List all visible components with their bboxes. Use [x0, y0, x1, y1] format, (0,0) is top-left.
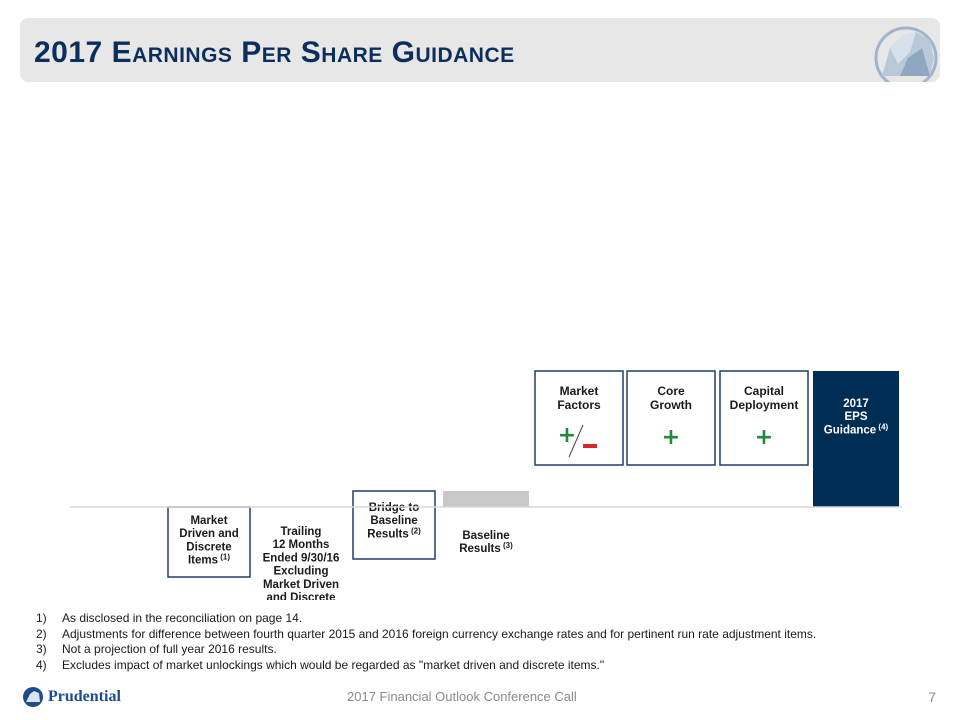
footnote: 3) Not a projection of full year 2016 res… — [36, 642, 277, 656]
bar-label-guidance: 2017 EPS Guidance (4) — [824, 398, 889, 436]
footnote: 4) Excludes impact of market unlockings w… — [36, 657, 605, 672]
footer-title: 2017 Financial Outlook Conference Call — [347, 689, 577, 704]
page-title: 2017 Earnings Per Share Guidance — [34, 36, 515, 69]
factor-box-market-factors — [534, 370, 624, 466]
footnotes: 1) As disclosed in the reconciliation on … — [36, 611, 936, 673]
prudential-logo-icon — [23, 687, 43, 707]
bar-label-baseline: Baseline Results (3) — [459, 530, 513, 555]
value-label-guidance: $10.15 - $10.65 — [814, 536, 898, 550]
factor-label-capital-deployment: Capital Deployment — [730, 384, 799, 412]
plus-icon: + — [558, 423, 576, 448]
rock-logo-icon — [874, 26, 938, 82]
adjustment-box-market-driven — [167, 506, 251, 578]
bar-guidance — [813, 371, 899, 507]
footnote: 2) Adjustments for difference between fou… — [36, 626, 817, 641]
plus-icon: + — [755, 425, 773, 450]
factor-box-core-growth — [626, 370, 716, 466]
adjustment-box-bridge — [352, 490, 436, 560]
page-number: 7 — [928, 689, 936, 705]
brand-name: Prudential — [48, 688, 121, 705]
title-bar: 2017 Earnings Per Share Guidance — [20, 18, 940, 82]
adjustment-label-bridge: Bridge to Baseline Results (2) — [367, 502, 421, 540]
adjustment-label-market-driven: Market Driven and Discrete Items (1) — [179, 515, 238, 567]
bar-baseline — [443, 491, 529, 507]
factor-label-core-growth: Core Growth — [650, 384, 692, 412]
minus-icon — [583, 444, 597, 448]
bar-label-excluding: Trailing 12 Months Ended 9/30/16 Excluding M… — [263, 526, 340, 600]
plus-icon: + — [662, 425, 680, 450]
footer-brand: Prudential — [22, 686, 121, 708]
slash-divider — [568, 424, 584, 458]
factor-label-market-factors: Market Factors — [557, 384, 601, 412]
factor-box-capital-deployment — [719, 370, 809, 466]
footnote: 1) As disclosed in the reconciliation on … — [36, 611, 303, 625]
